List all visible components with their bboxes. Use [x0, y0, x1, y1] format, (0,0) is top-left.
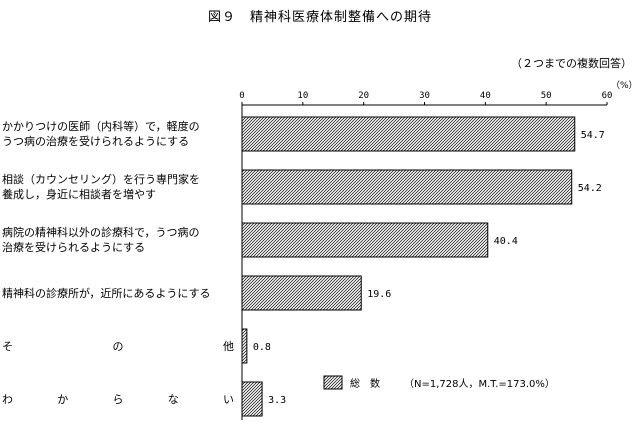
- category-label-line: かかりつけの医師（内科等）で，軽度の: [2, 120, 200, 133]
- legend-detail: （N=1,728人，M.T.=173.0%）: [404, 378, 555, 390]
- bar-value-label: 3.3: [268, 395, 286, 406]
- category-label-char: わ: [2, 392, 13, 406]
- x-tick-label: 30: [419, 91, 430, 101]
- category-label: その他: [2, 339, 234, 354]
- bar-value-label: 0.8: [253, 342, 271, 353]
- category-label-line: その他: [2, 339, 234, 354]
- category-label: わからない: [2, 392, 234, 407]
- bar-value-label: 54.7: [581, 130, 605, 141]
- unit-label: （%）: [611, 81, 638, 91]
- bar: [241, 381, 263, 417]
- legend-series-label: 総 数: [350, 377, 380, 390]
- bar: [241, 169, 573, 205]
- bar: [241, 116, 576, 152]
- category-label-line: 養成し，身近に相談者を増やす: [2, 188, 156, 201]
- x-tick-label: 0: [239, 91, 244, 101]
- bar: [241, 275, 362, 311]
- category-label: かかりつけの医師（内科等）で，軽度の うつ病の治療を受けられるようにする: [2, 119, 234, 149]
- multiple-answer-note: （２つまでの複数回答）: [511, 57, 632, 70]
- category-label-char: の: [112, 339, 124, 353]
- x-tick-label: 40: [480, 91, 491, 101]
- x-axis: 0 10 20 30 40 50 60: [239, 91, 612, 420]
- category-label: 精神科の診療所が，近所にあるようにする: [2, 286, 234, 301]
- bar: [241, 328, 248, 364]
- bar-value-label: 40.4: [494, 236, 518, 247]
- category-label-char: 他: [223, 339, 234, 353]
- bar-value-label: 19.6: [367, 289, 391, 300]
- category-label-line: わからない: [2, 392, 234, 407]
- category-label-line: 治療を受けられるようにする: [2, 241, 146, 254]
- chart-title: 図９ 精神科医療体制整備への期待: [207, 10, 432, 25]
- bar: [241, 222, 489, 258]
- category-label-line: 病院の精神科以外の診療科で，うつ病の: [2, 226, 200, 239]
- bars: 54.7 54.2 40.4 19.6 0.8 3.3: [241, 116, 605, 417]
- x-tick-label: 10: [297, 91, 308, 101]
- category-label: 相談（カウンセリング）を行う専門家を 養成し，身近に相談者を増やす: [2, 172, 234, 202]
- legend-swatch: [323, 375, 343, 390]
- category-label-char: そ: [2, 339, 13, 353]
- x-tick-label: 50: [541, 91, 552, 101]
- category-label-char: ら: [112, 392, 124, 406]
- category-label-char: な: [167, 392, 179, 406]
- category-label-char: い: [223, 392, 234, 406]
- category-label-char: か: [57, 392, 69, 406]
- x-tick-label: 60: [602, 91, 613, 101]
- category-label-line: うつ病の治療を受けられるようにする: [2, 135, 190, 148]
- category-label-line: 精神科の診療所が，近所にあるようにする: [2, 286, 211, 300]
- x-tick-label: 20: [358, 91, 369, 101]
- bar-value-label: 54.2: [578, 183, 602, 194]
- category-label-line: 相談（カウンセリング）を行う専門家を: [2, 173, 200, 186]
- category-label: 病院の精神科以外の診療科で，うつ病の 治療を受けられるようにする: [2, 225, 234, 255]
- legend: 総 数 （N=1,728人，M.T.=173.0%）: [323, 375, 555, 390]
